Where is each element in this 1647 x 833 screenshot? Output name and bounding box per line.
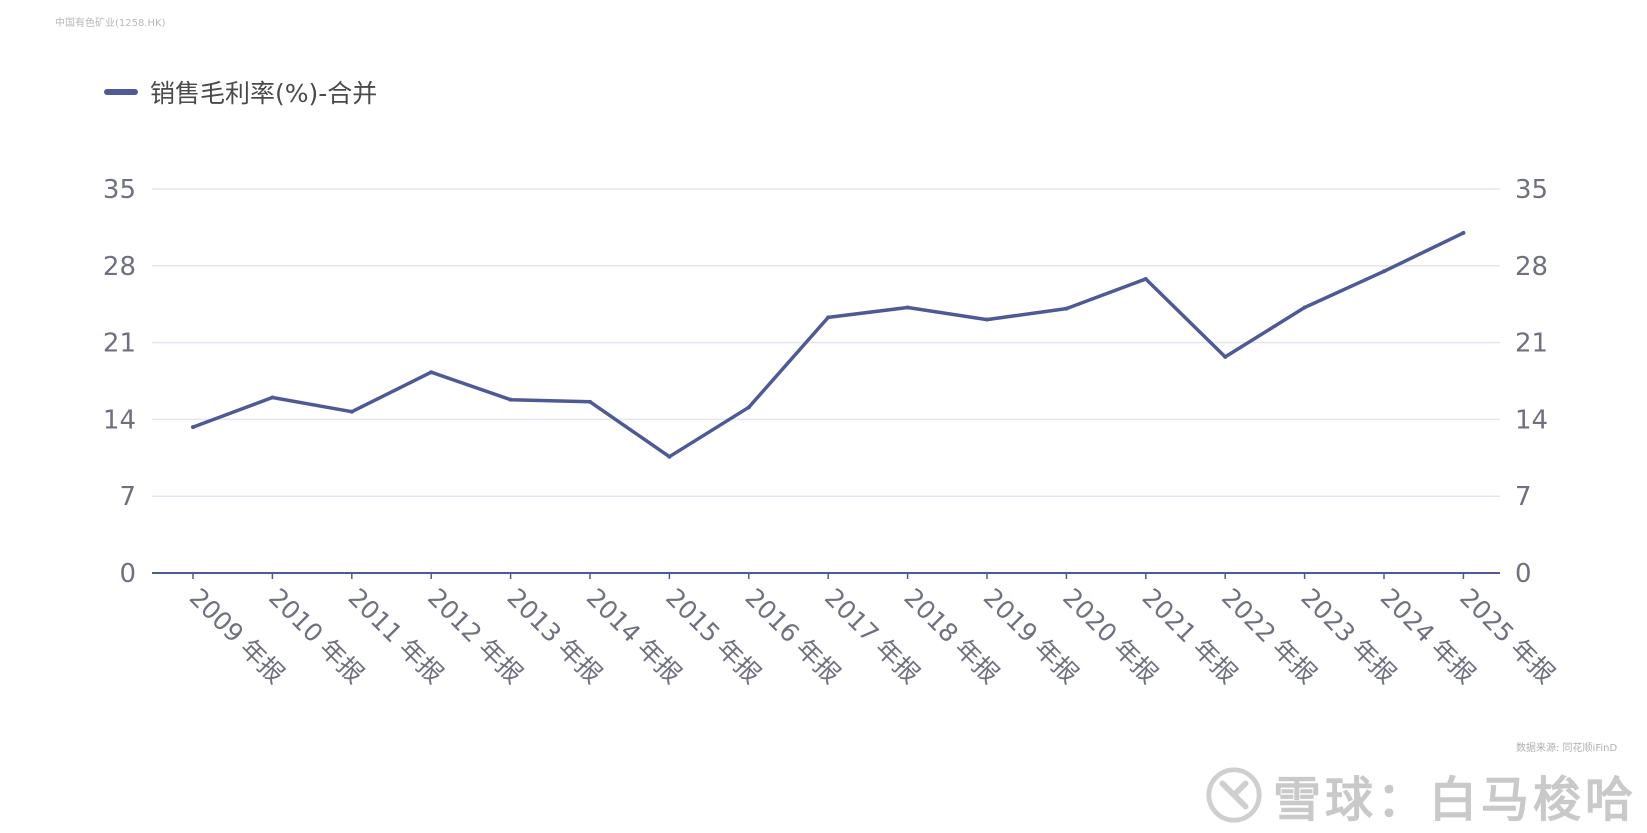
data-point: [1143, 276, 1148, 281]
legend-swatch: [104, 89, 138, 95]
watermark-text: 雪球：白马梭哈: [1273, 772, 1638, 828]
y-tick-label-left: 28: [103, 252, 136, 282]
chart-legend: 销售毛利率(%)-合并: [104, 74, 377, 110]
data-point: [1382, 269, 1386, 274]
y-tick-label-left: 21: [103, 329, 136, 359]
series-layer: [191, 230, 1466, 459]
y-tick-label-left: 7: [119, 482, 136, 512]
data-point: [508, 397, 513, 402]
data-point: [905, 305, 910, 310]
y-tick-label-right: 7: [1515, 482, 1532, 512]
watermark: 雪球：白马梭哈: [1205, 760, 1637, 830]
data-point: [1064, 306, 1069, 311]
data-point: [270, 395, 275, 400]
data-point: [985, 317, 989, 322]
data-point: [191, 425, 195, 430]
y-tick-label-right: 35: [1515, 175, 1548, 205]
y-tick-label-right: 0: [1515, 559, 1532, 589]
y-tick-label-left: 35: [103, 175, 136, 205]
data-point: [1302, 305, 1307, 310]
data-point: [826, 315, 831, 320]
data-point: [746, 405, 751, 410]
axes: [152, 572, 1500, 579]
y-tick-label-right: 21: [1515, 329, 1548, 359]
grid-lines: [152, 188, 1500, 497]
legend-label: 销售毛利率(%)-合并: [150, 79, 378, 108]
data-point: [429, 370, 434, 375]
data-point: [349, 409, 354, 414]
data-point: [588, 399, 592, 404]
snowball-logo-icon: [1206, 767, 1262, 823]
data-point: [1223, 354, 1228, 359]
data-point: [667, 454, 672, 459]
y-tick-label-right: 28: [1515, 252, 1548, 282]
y-tick-label-right: 14: [1515, 405, 1548, 435]
y-tick-label-left: 0: [119, 559, 136, 589]
data-source-note: 数据来源: 同花顺iFinD: [1516, 743, 1618, 754]
chart-corner-title: 中国有色矿业(1258.HK): [55, 18, 166, 29]
data-point: [1461, 230, 1466, 235]
y-tick-label-left: 14: [103, 405, 136, 435]
